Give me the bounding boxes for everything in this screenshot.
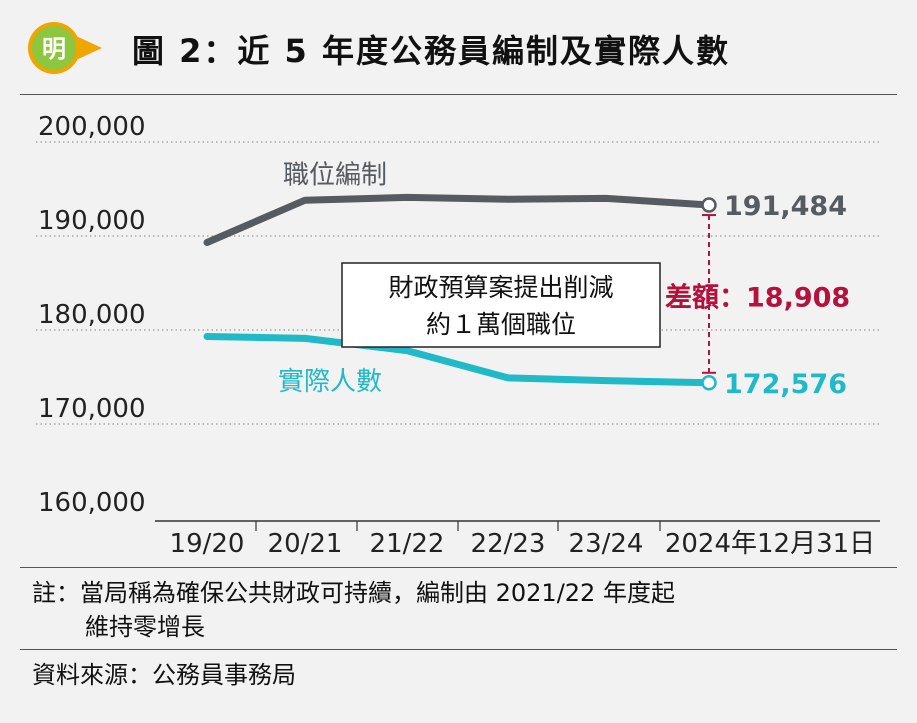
annotation-text-line: 約１萬個職位 <box>426 310 576 339</box>
source-note: 資料來源：公務員事務局 <box>32 661 296 689</box>
series-end-marker <box>701 197 717 213</box>
annotation-text-line: 財政預算案提出削減 <box>388 273 613 302</box>
x-tick-label: 19/20 <box>170 529 245 559</box>
y-tick-label: 170,000 <box>38 394 146 424</box>
y-tick-label: 190,000 <box>38 206 146 236</box>
notes-divider <box>20 567 897 568</box>
y-tick-label: 200,000 <box>38 112 146 142</box>
newspaper-logo: 明 <box>26 20 104 76</box>
series-lines <box>203 193 713 387</box>
series-line <box>203 333 713 387</box>
chart-title: 圖 2：近 5 年度公務員編制及實際人數 <box>132 32 730 70</box>
logo-arrow-icon <box>76 36 102 60</box>
logo-text: 明 <box>42 35 66 63</box>
y-tick-label: 180,000 <box>38 300 146 330</box>
series-end-value-label: 191,484 <box>724 191 847 222</box>
series-name-label: 實際人數 <box>278 367 382 397</box>
difference-label: 差額：18,908 <box>665 281 850 313</box>
x-tick-label: 23/24 <box>569 529 644 559</box>
series-line <box>203 193 713 246</box>
title-divider <box>20 94 897 95</box>
x-tick-label: 20/21 <box>268 529 343 559</box>
line-chart: 200,000 190,000 180,000 170,000 160,000 19/2… <box>36 112 880 559</box>
grid-lines <box>36 141 880 425</box>
series-end-marker <box>701 375 717 391</box>
y-tick-label: 160,000 <box>38 488 146 518</box>
annotation-box <box>341 262 661 348</box>
x-tick-label: 2024年12月31日 <box>665 529 875 559</box>
series-end-value-label: 172,576 <box>724 369 847 400</box>
y-axis-ticks: 200,000 190,000 180,000 170,000 160,000 <box>38 112 146 518</box>
series-name-label: 職位編制 <box>283 160 387 190</box>
x-axis: 19/20 20/21 21/22 22/23 23/24 2024年12月31日 <box>155 520 880 559</box>
x-tick-label: 21/22 <box>370 529 445 559</box>
source-divider <box>20 649 897 650</box>
x-tick-label: 22/23 <box>471 529 546 559</box>
footnote-line-1: 註：當局稱為確保公共財政可持續，編制由 2021/22 年度起 <box>32 579 675 607</box>
footnote-line-2: 維持零增長 <box>85 613 205 641</box>
